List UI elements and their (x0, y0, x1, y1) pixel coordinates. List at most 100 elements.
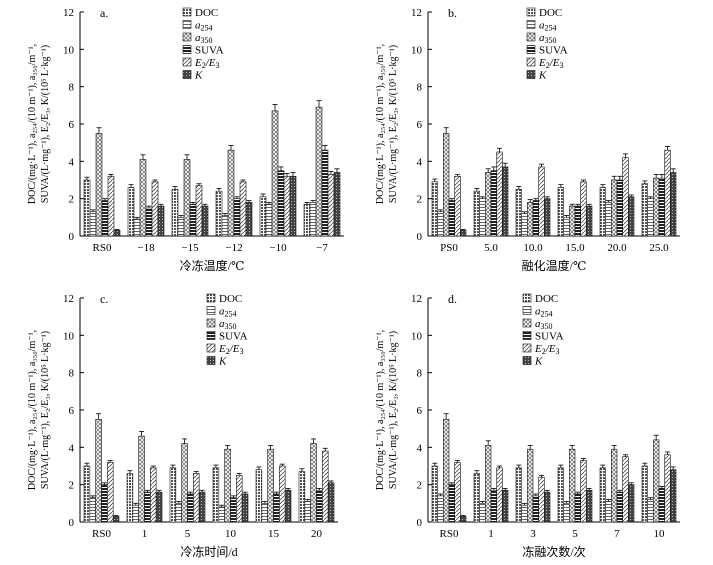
bar-a350 (443, 419, 450, 523)
bar-a350 (315, 106, 323, 237)
y-axis-label-line1: DOC/(mg·L⁻¹), a₂₅₄/(10 m⁻¹), a₃₅₀/m⁻¹, (375, 330, 386, 490)
bar-a254 (521, 213, 528, 237)
panel-2: 0 2 4 6 8 10 12 b. DOC/(mg·L⁻¹), a₂₅₄/(10 m⁻¹), … (375, 6, 680, 273)
bar-DOC (303, 203, 311, 237)
panel-label: b. (448, 6, 457, 20)
bar-a254 (89, 497, 96, 523)
bar-a254 (304, 501, 311, 523)
bar-DOC (431, 465, 438, 523)
x-tick-label: RS0 (440, 528, 459, 540)
bar-SUVA (101, 200, 109, 237)
bar-K (245, 202, 253, 237)
x-tick-label: 1 (488, 528, 494, 540)
x-tick-label: RS0 (92, 528, 111, 540)
bar-a350 (95, 133, 103, 237)
y-axis-label-line1: DOC/(mg·L⁻¹), a₂₅₄/(10 m⁻¹), a₃₅₀/m⁻¹, (375, 44, 386, 204)
legend-swatch (522, 331, 532, 340)
bar-K (670, 172, 677, 237)
bar-SUVA (616, 491, 623, 523)
bar-DOC (515, 467, 522, 523)
bar-a350 (267, 448, 274, 523)
legend-swatch (526, 20, 536, 29)
x-tick-label: 10 (225, 528, 237, 540)
bar-E2-E3 (496, 151, 503, 237)
bar-K (289, 175, 297, 237)
bar-SUVA (316, 489, 323, 523)
legend-swatch (526, 45, 536, 54)
panel-3: 0 2 4 6 8 10 12 c. DOC/(mg·L⁻¹), a₂₅₄/(10 m⁻¹), … (27, 292, 338, 559)
bar-a350 (653, 439, 660, 523)
x-tick-label: 15.0 (565, 242, 585, 254)
bar-a254 (437, 495, 444, 523)
y-tick-label: 6 (69, 119, 75, 131)
bar-K (155, 491, 163, 523)
legend-swatch (182, 7, 192, 17)
bar-DOC (431, 181, 438, 237)
bar-K (201, 205, 209, 237)
bar-SUVA (574, 493, 581, 523)
bar-a350 (611, 179, 618, 237)
bar-SUVA (189, 203, 197, 237)
bar-DOC (515, 189, 522, 237)
legend-entry: E2/E3 (218, 343, 244, 356)
bar-DOC (557, 187, 564, 237)
legend-entry: K (194, 70, 203, 82)
bar-K (544, 198, 551, 237)
legend-swatch (522, 318, 532, 328)
bar-DOC (127, 187, 135, 237)
bar-a254 (521, 504, 528, 523)
x-tick-label: 5 (185, 528, 191, 540)
y-tick-label: 8 (69, 82, 75, 94)
legend-entry: a254 (195, 20, 213, 33)
bar-DOC (169, 467, 177, 523)
bar-a254 (133, 218, 141, 237)
y-tick-label: 10 (411, 44, 423, 56)
legend-entry: K (534, 356, 543, 368)
bar-SUVA (277, 170, 285, 237)
x-tick-label: −15 (181, 242, 199, 254)
bar-E2-E3 (454, 461, 461, 523)
x-axis-label: 冷冻时间/d (180, 544, 237, 559)
bar-a350 (183, 159, 191, 237)
legend-swatch (526, 7, 536, 17)
bar-K (241, 493, 249, 523)
bar-a350 (485, 172, 492, 237)
legend-entry: DOC (195, 7, 218, 19)
legend-entry: a350 (219, 318, 237, 331)
bar-SUVA (574, 205, 581, 237)
y-axis-label-line2: SUVA/(L·mg⁻¹), E₂/E₃, K/(10⁵ L·kg⁻¹) (40, 331, 51, 489)
legend-swatch (182, 57, 192, 67)
legend-swatch (522, 306, 532, 315)
bar-SUVA (321, 149, 329, 237)
y-tick-label: 0 (69, 231, 75, 243)
y-tick-label: 8 (417, 368, 423, 380)
bar-E2-E3 (327, 174, 335, 237)
legend-swatch (526, 32, 536, 42)
x-axis-label: 冷冻温度/℃ (180, 258, 245, 273)
bar-DOC (126, 473, 134, 523)
x-tick-label: 10 (654, 528, 666, 540)
y-tick-label: 8 (69, 368, 75, 380)
bar-a254 (563, 503, 570, 523)
x-tick-label: 7 (614, 528, 620, 540)
legend-swatch (522, 356, 532, 365)
bar-DOC (641, 183, 648, 237)
legend-entry: a254 (219, 306, 237, 319)
bar-SUVA (273, 493, 280, 523)
legend-entry: SUVA (535, 331, 564, 343)
x-tick-label: 5.0 (484, 242, 498, 254)
bar-DOC (212, 467, 220, 523)
bar-K (670, 469, 677, 523)
legend-entry: K (538, 70, 547, 82)
legend-entry: SUVA (539, 45, 568, 57)
bar-SUVA (101, 484, 108, 523)
legend-swatch (522, 293, 532, 303)
y-tick-label: 2 (417, 480, 423, 492)
bar-a350 (569, 205, 576, 237)
legend-entry: a350 (539, 32, 557, 45)
y-tick-label: 4 (417, 442, 423, 454)
